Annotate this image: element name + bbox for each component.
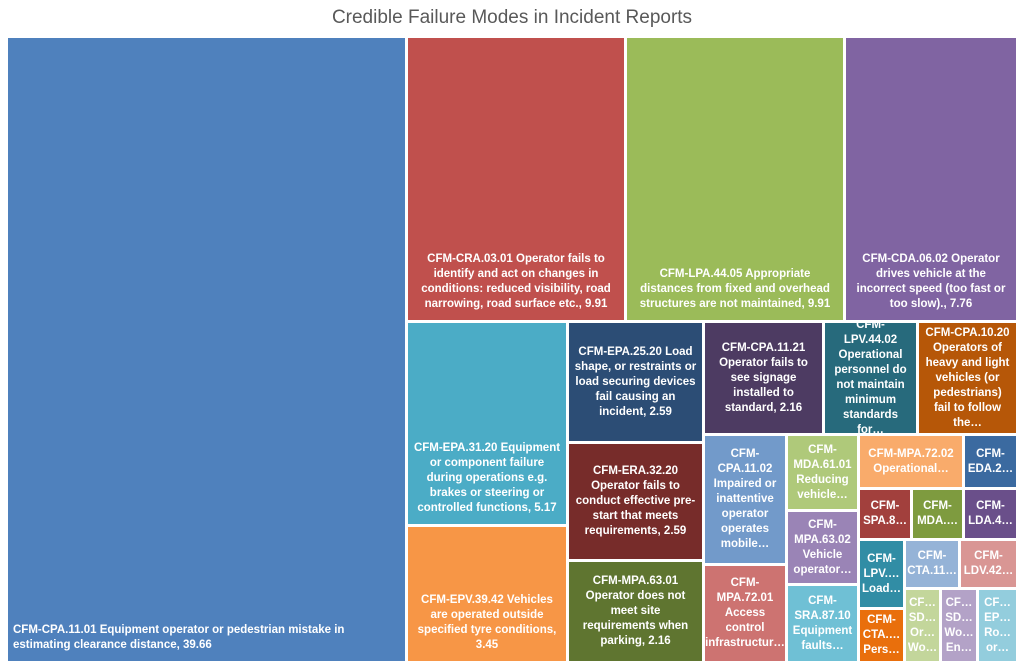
treemap-cell-label: CFM-LPV.44.02 Operational personnel do n… (834, 323, 907, 433)
treemap-cell: CFM- CTA.11… (906, 541, 958, 587)
treemap-cell: CFM- MDA.61.01 Reducing vehicle… (788, 436, 857, 509)
treemap-cell: CF… SD… Wo… En… (942, 590, 976, 661)
treemap-cell: CFM-MPA.72.02 Operational… (860, 436, 962, 487)
treemap-cell-label: CFM-EPV.39.42 Vehicles are operated outs… (417, 594, 557, 651)
treemap-cell: CFM-EPV.39.42 Vehicles are operated outs… (408, 527, 566, 661)
treemap-cell: CFM- LDV.42… (961, 541, 1016, 587)
treemap-cell-label: CFM- LPV.… Load… (862, 552, 901, 595)
treemap-cell-label: CFM-CPA.11.01 Equipment operator or pede… (13, 624, 345, 651)
treemap-cell-label: CFM- MPA.63.02 Vehicle operator… (793, 518, 852, 576)
treemap-cell: CF… SD… Or… Wo… (906, 590, 939, 661)
treemap-cell: CFM- LDA.4… (965, 490, 1016, 538)
treemap-cell: CFM- LPV.… Load… (860, 541, 903, 607)
treemap-cell-label: CFM- MDA.61.01 Reducing vehicle… (793, 443, 852, 501)
treemap-cell: CFM-MPA.63.01 Operator does not meet sit… (569, 562, 702, 661)
treemap-cell-label: CFM-CPA.10.20 Operators of heavy and lig… (925, 326, 1010, 429)
treemap-cell-label: CFM- CTA.11… (907, 550, 957, 577)
treemap-cell-label: CFM-MPA.63.01 Operator does not meet sit… (582, 575, 689, 647)
treemap-cell: CFM- EDA.2… (965, 436, 1016, 487)
treemap-cell-label: CF… SD… Wo… En… (944, 596, 974, 654)
treemap-cell-label: CFM-EPA.25.20 Load shape, or restraints … (574, 345, 697, 418)
treemap-cell: CFM-CPA.10.20 Operators of heavy and lig… (919, 323, 1016, 433)
treemap-cell: CFM- CPA.11.02 Impaired or inattentive o… (705, 436, 785, 563)
treemap-cell-label: CFM- CTA.… Pers… (862, 614, 901, 656)
treemap-cell: CFM-CRA.03.01 Operator fails to identify… (408, 38, 624, 320)
treemap-cell-label: CFM-ERA.32.20 Operator fails to conduct … (575, 465, 696, 537)
treemap-cell: CFM-CPA.11.01 Equipment operator or pede… (8, 38, 405, 661)
treemap-cell: CFM- MPA.72.01 Access control infrastruc… (705, 566, 785, 661)
treemap-cell: CFM- SRA.87.10 Equipment faults… (788, 586, 857, 661)
treemap-cell: CFM-LPA.44.05 Appropriate distances from… (627, 38, 843, 320)
treemap-cell: CFM-EPA.25.20 Load shape, or restraints … (569, 323, 702, 441)
treemap-cell-label: CFM-CDA.06.02 Operator drives vehicle at… (856, 253, 1006, 310)
treemap-cell: CFM- MPA.63.02 Vehicle operator… (788, 512, 857, 583)
treemap-cell-label: CFM- MDA.… (917, 500, 958, 527)
chart-title: Credible Failure Modes in Incident Repor… (331, 7, 693, 28)
treemap-cell: CF… EP… Ro… or… (979, 590, 1016, 661)
treemap-cell-label: CFM-CRA.03.01 Operator fails to identify… (421, 253, 611, 310)
treemap-cell: CFM-CDA.06.02 Operator drives vehicle at… (846, 38, 1016, 320)
treemap-cell: CFM- SPA.8… (860, 490, 910, 538)
treemap-cell-label: CFM-LPA.44.05 Appropriate distances from… (639, 268, 831, 310)
treemap-cell-label: CFM- LDA.4… (968, 500, 1013, 527)
treemap-cell-label: CFM- LDV.42… (963, 550, 1014, 577)
treemap-cell-label: CFM- EDA.2… (967, 447, 1014, 475)
treemap-cell: CFM-CPA.11.21 Operator fails to see sign… (705, 323, 822, 433)
treemap-cell-label: CFM-CPA.11.21 Operator fails to see sign… (719, 341, 808, 414)
treemap-cell-label: CFM- MPA.72.01 Access control infrastruc… (705, 577, 785, 649)
treemap-cell-label: CF… EP… Ro… or… (984, 596, 1011, 654)
treemap-cell: CFM- CTA.… Pers… (860, 610, 903, 661)
treemap-cell: CFM-ERA.32.20 Operator fails to conduct … (569, 444, 702, 559)
treemap-cell-label: CFM-MPA.72.02 Operational… (868, 447, 954, 475)
treemap-cell-label: CFM- SRA.87.10 Equipment faults… (792, 594, 853, 652)
treemap-cell: CFM-EPA.31.20 Equipment or component fai… (408, 323, 566, 524)
treemap-cell-label: CF… SD… Or… Wo… (907, 596, 938, 654)
treemap-cell-label: CFM- SPA.8… (863, 500, 907, 527)
treemap-cell: CFM- MDA.… (913, 490, 962, 538)
treemap-cell-label: CFM-EPA.31.20 Equipment or component fai… (413, 442, 561, 514)
treemap-cell-label: CFM- CPA.11.02 Impaired or inattentive o… (713, 448, 777, 550)
treemap-cell: CFM-LPV.44.02 Operational personnel do n… (825, 323, 916, 433)
